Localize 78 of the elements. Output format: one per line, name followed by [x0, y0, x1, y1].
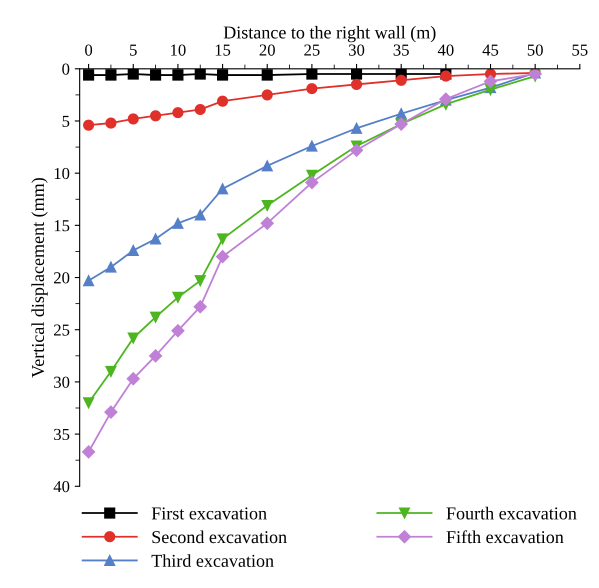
point	[172, 292, 184, 303]
point	[83, 70, 94, 81]
point	[172, 218, 184, 229]
point	[262, 89, 273, 100]
point	[484, 74, 498, 88]
y-tick-label: 0	[62, 63, 70, 75]
y-tick-label: 5	[62, 116, 70, 127]
point	[150, 110, 162, 122]
x-tick-label: 25	[304, 44, 320, 56]
point	[105, 70, 116, 81]
point	[83, 397, 94, 408]
point	[194, 300, 207, 314]
point	[172, 70, 184, 81]
point	[305, 176, 318, 190]
point	[105, 366, 116, 378]
y-tick-label: 30	[54, 376, 70, 388]
point	[194, 275, 206, 286]
point	[217, 70, 228, 81]
point	[83, 275, 94, 286]
legend-label: Second excavation	[152, 530, 287, 544]
y-tick-label: 20	[54, 272, 70, 284]
point	[262, 160, 273, 172]
point	[126, 372, 140, 386]
point	[82, 445, 96, 458]
point	[350, 78, 362, 90]
x-axis-title: Distance to the right wall (m)	[224, 26, 436, 42]
point	[260, 216, 274, 230]
x-tick-label: 5	[130, 44, 137, 56]
y-tick-label: 40	[54, 480, 70, 492]
point	[350, 144, 364, 157]
legend-label: Third excavation	[152, 554, 274, 567]
x-tick-label: 55	[572, 44, 588, 56]
x-tick-label: 40	[438, 44, 454, 56]
x-tick-label: 45	[482, 44, 498, 56]
point	[262, 70, 273, 81]
point	[217, 183, 228, 194]
point	[128, 113, 139, 124]
point	[194, 209, 206, 220]
legend-label: Fourth excavation	[446, 506, 577, 520]
point	[172, 107, 184, 118]
x-tick-label: 30	[349, 44, 364, 56]
point	[150, 312, 162, 323]
x-tick-label: 20	[260, 44, 275, 56]
point	[105, 118, 116, 129]
point	[148, 349, 162, 362]
x-tick-label: 10	[171, 44, 186, 56]
point	[150, 70, 162, 81]
point	[350, 122, 362, 134]
y-tick-label: 10	[54, 168, 70, 180]
point	[306, 68, 318, 80]
x-tick-label: 35	[394, 44, 409, 56]
y-tick-label: 35	[54, 428, 70, 440]
point	[396, 74, 407, 86]
point	[217, 233, 228, 244]
point	[194, 104, 206, 116]
point	[83, 120, 94, 131]
y-tick-label: 25	[54, 324, 70, 336]
x-tick-label: 50	[528, 44, 543, 56]
point	[306, 140, 318, 152]
legend-label: First excavation	[152, 507, 267, 520]
point	[306, 83, 318, 94]
point	[194, 68, 206, 80]
point	[262, 200, 273, 212]
x-tick-label: 0	[85, 44, 92, 56]
x-tick-label: 15	[216, 44, 230, 56]
point	[350, 68, 362, 80]
point	[128, 332, 139, 344]
point	[216, 250, 230, 264]
y-axis-title: Vertical displacement (mm)	[31, 178, 48, 378]
point	[105, 262, 116, 273]
point	[128, 68, 139, 80]
y-tick-label: 15	[54, 220, 70, 232]
legend-label: Fifth excavation	[446, 530, 564, 544]
point	[217, 96, 228, 107]
point	[128, 244, 139, 256]
point	[171, 324, 184, 338]
point	[104, 406, 118, 419]
point	[150, 233, 162, 244]
